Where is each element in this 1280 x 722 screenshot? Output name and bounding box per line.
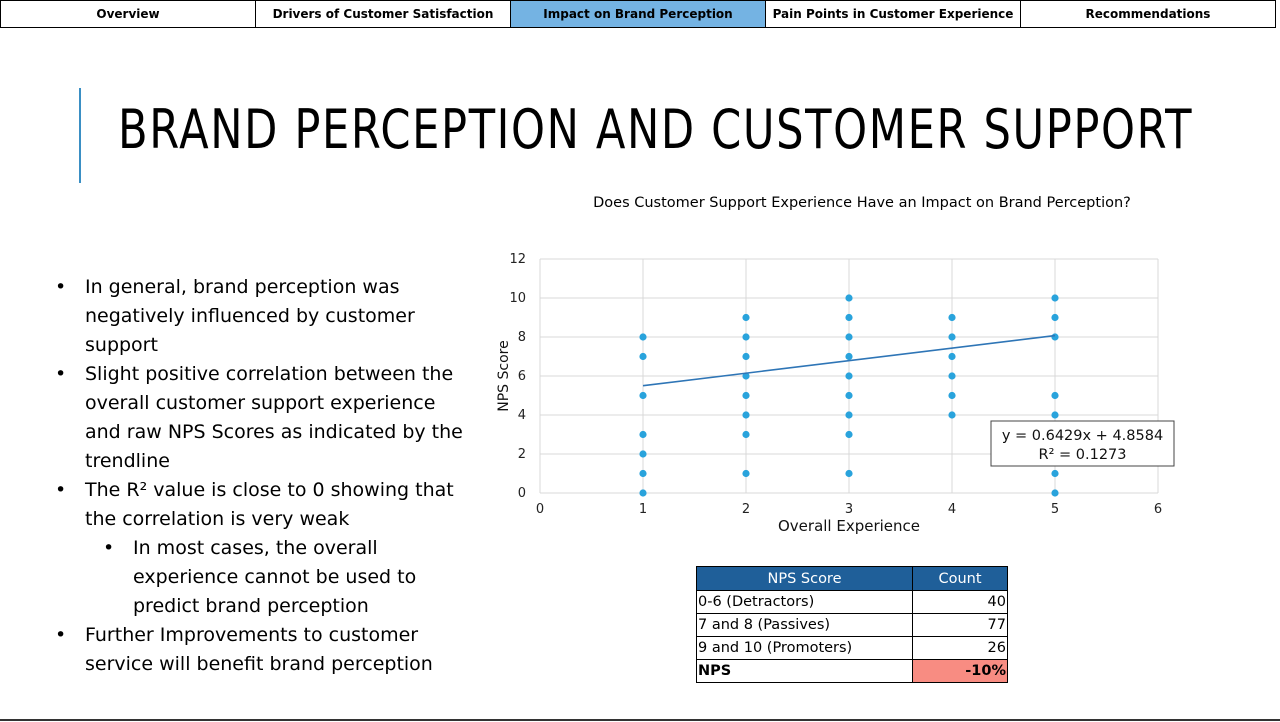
data-point xyxy=(845,352,853,361)
bullet-item: Further Improvements to customer service… xyxy=(55,621,475,679)
data-point xyxy=(639,450,647,458)
data-point xyxy=(845,391,853,400)
data-point xyxy=(742,469,750,478)
data-point xyxy=(1051,469,1059,478)
y-axis-label: NPS Score xyxy=(496,340,512,411)
row-count: 40 xyxy=(912,590,1008,614)
tab-overview[interactable]: Overview xyxy=(0,0,256,28)
data-point xyxy=(639,333,647,341)
sub-bullet-item: In most cases, the overall experience ca… xyxy=(55,534,475,621)
y-tick-label: 0 xyxy=(518,486,526,501)
trendline xyxy=(642,334,1056,387)
data-point xyxy=(1051,411,1059,419)
title-accent-bar xyxy=(79,88,81,183)
nps-value: -10% xyxy=(912,659,1008,683)
bullet-list: In general, brand perception was negativ… xyxy=(55,273,475,679)
data-point xyxy=(845,313,853,322)
data-point xyxy=(1051,313,1059,322)
data-point xyxy=(742,391,750,400)
y-tick-label: 4 xyxy=(518,408,526,423)
row-count: 77 xyxy=(912,613,1008,637)
x-axis-label: Overall Experience xyxy=(778,517,920,535)
nps-label: NPS xyxy=(696,659,913,683)
trendline-equation: y = 0.6429x + 4.8584 xyxy=(1002,428,1163,444)
y-tick-label: 12 xyxy=(509,252,526,267)
data-point xyxy=(639,352,647,361)
data-point xyxy=(742,430,750,439)
r-squared-label: R² = 0.1273 xyxy=(1039,447,1127,463)
tab-impact-on-brand-perception[interactable]: Impact on Brand Perception xyxy=(510,0,766,28)
data-point xyxy=(845,333,853,341)
tab-pain-points[interactable]: Pain Points in Customer Experience xyxy=(765,0,1021,28)
data-point xyxy=(948,372,956,380)
x-tick-label: 5 xyxy=(1051,502,1059,517)
y-tick-label: 6 xyxy=(518,369,526,384)
x-tick-label: 3 xyxy=(845,502,853,517)
table-header-nps-score: NPS Score xyxy=(696,566,913,591)
table-header-count: Count xyxy=(912,566,1008,591)
bullet-item: In general, brand perception was negativ… xyxy=(55,273,475,360)
x-tick-label: 4 xyxy=(948,502,956,517)
x-tick-label: 0 xyxy=(536,502,544,517)
data-point xyxy=(1051,294,1059,302)
data-point xyxy=(742,411,750,419)
table-row: 7 and 8 (Passives) 77 xyxy=(696,613,1008,637)
data-point xyxy=(742,333,750,341)
nps-table: NPS Score Count 0-6 (Detractors) 40 7 an… xyxy=(696,566,1008,683)
data-point xyxy=(845,372,853,380)
data-point xyxy=(948,411,956,419)
data-point xyxy=(845,469,853,478)
chart-title: Does Customer Support Experience Have an… xyxy=(593,195,1131,211)
bottom-divider xyxy=(0,719,1280,721)
data-point xyxy=(845,411,853,419)
data-point xyxy=(1051,333,1059,341)
page-title: BRAND PERCEPTION AND CUSTOMER SUPPORT xyxy=(118,98,1194,161)
table-header-row: NPS Score Count xyxy=(696,566,1008,591)
bullet-item: Slight positive correlation between the … xyxy=(55,360,475,476)
tab-drivers-of-customer-satisfaction[interactable]: Drivers of Customer Satisfaction xyxy=(255,0,511,28)
data-point xyxy=(948,391,956,400)
section-tab-bar: Overview Drivers of Customer Satisfactio… xyxy=(0,0,1280,28)
x-tick-label: 2 xyxy=(742,502,750,517)
y-tick-label: 10 xyxy=(509,291,526,306)
table-row: 9 and 10 (Promoters) 26 xyxy=(696,636,1008,660)
table-row: 0-6 (Detractors) 40 xyxy=(696,590,1008,614)
tab-recommendations[interactable]: Recommendations xyxy=(1020,0,1276,28)
row-label: 9 and 10 (Promoters) xyxy=(696,636,913,660)
data-point xyxy=(639,469,647,478)
trendline-equation-box xyxy=(990,420,1175,467)
x-tick-label: 6 xyxy=(1154,502,1162,517)
y-tick-label: 8 xyxy=(518,330,526,345)
data-point xyxy=(742,313,750,322)
row-count: 26 xyxy=(912,636,1008,660)
data-point xyxy=(639,430,647,439)
x-tick-label: 1 xyxy=(639,502,647,517)
data-point xyxy=(639,391,647,400)
data-point xyxy=(742,352,750,361)
data-point xyxy=(845,294,853,302)
data-point xyxy=(1051,489,1059,497)
y-tick-label: 2 xyxy=(518,447,526,462)
data-point xyxy=(1051,391,1059,400)
data-point xyxy=(948,313,956,322)
data-point xyxy=(948,333,956,341)
row-label: 0-6 (Detractors) xyxy=(696,590,913,614)
data-point xyxy=(845,430,853,439)
data-point xyxy=(948,352,956,361)
data-point xyxy=(639,489,647,497)
row-label: 7 and 8 (Passives) xyxy=(696,613,913,637)
bullet-item: The R² value is close to 0 showing that … xyxy=(55,476,475,534)
nps-summary-row: NPS -10% xyxy=(696,659,1008,683)
